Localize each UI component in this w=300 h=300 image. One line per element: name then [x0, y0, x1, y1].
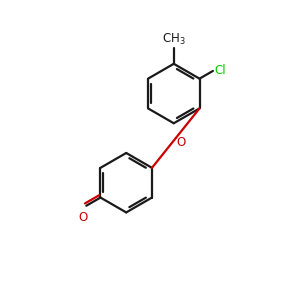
Text: CH$_3$: CH$_3$	[162, 32, 186, 47]
Text: O: O	[78, 211, 87, 224]
Text: Cl: Cl	[214, 64, 226, 77]
Text: O: O	[176, 136, 185, 149]
